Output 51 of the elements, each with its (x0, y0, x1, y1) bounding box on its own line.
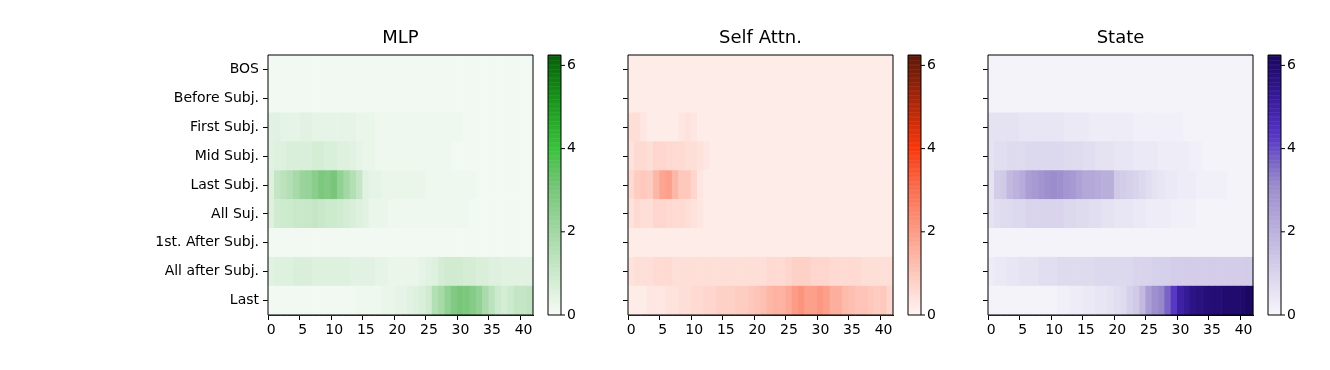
x-tick-label: 20 (1108, 321, 1127, 338)
y-tick-label: All Suj. (211, 204, 259, 221)
y-tick-label: First Subj. (190, 117, 259, 134)
chart-title: Self Attn. (719, 26, 802, 47)
color-bar-label: 2 (927, 222, 936, 239)
x-tick-label: 35 (843, 321, 861, 338)
y-tick-label: Last (229, 291, 260, 308)
y-tick-label: Last Subj. (190, 175, 259, 192)
y-tick-label: Mid Subj. (194, 146, 259, 163)
y-tick-label: 1st. After Subj. (155, 233, 259, 250)
x-tick-label: 30 (1171, 321, 1190, 338)
color-bar-label: 6 (927, 56, 936, 73)
x-tick-label: 5 (298, 321, 308, 338)
color-bar-label: 2 (1287, 222, 1296, 239)
x-tick-label: 30 (451, 321, 470, 338)
x-tick-label: 20 (388, 321, 407, 338)
x-tick-label: 0 (626, 321, 636, 338)
x-tick-label: 0 (986, 321, 996, 338)
x-tick-label: 25 (419, 321, 438, 338)
x-tick-label: 40 (874, 321, 893, 338)
color-bar-label: 0 (1287, 305, 1296, 322)
color-bar-label: 4 (567, 139, 576, 156)
x-tick-label: 40 (1234, 321, 1253, 338)
x-tick-label: 10 (1045, 321, 1064, 338)
x-tick-label: 10 (685, 321, 704, 338)
x-tick-label: 15 (356, 321, 375, 338)
color-bar-label: 0 (567, 305, 576, 322)
x-tick-label: 20 (748, 321, 767, 338)
x-tick-label: 40 (514, 321, 533, 338)
color-bar-label: 2 (567, 222, 576, 239)
x-tick-label: 35 (1203, 321, 1221, 338)
x-tick-label: 5 (658, 321, 668, 338)
x-tick-label: 25 (779, 321, 798, 338)
x-tick-label: 25 (1139, 321, 1158, 338)
chart-title: MLP (382, 26, 419, 47)
color-bar-label: 6 (1287, 56, 1296, 73)
y-tick-label: All after Subj. (164, 262, 259, 279)
x-tick-label: 5 (1018, 321, 1028, 338)
x-tick-label: 35 (483, 321, 501, 338)
x-tick-label: 30 (811, 321, 830, 338)
x-tick-label: 15 (716, 321, 735, 338)
color-bar-label: 6 (567, 56, 576, 73)
x-tick-label: 10 (325, 321, 344, 338)
color-bar-label: 0 (927, 305, 936, 322)
y-tick-label: Before Subj. (173, 88, 259, 105)
chart-title: State (1096, 26, 1145, 47)
y-tick-label: BOS (229, 60, 260, 77)
color-bar-label: 4 (1287, 139, 1296, 156)
x-tick-label: 15 (1076, 321, 1095, 338)
color-bar-label: 4 (927, 139, 936, 156)
x-tick-label: 0 (266, 321, 276, 338)
